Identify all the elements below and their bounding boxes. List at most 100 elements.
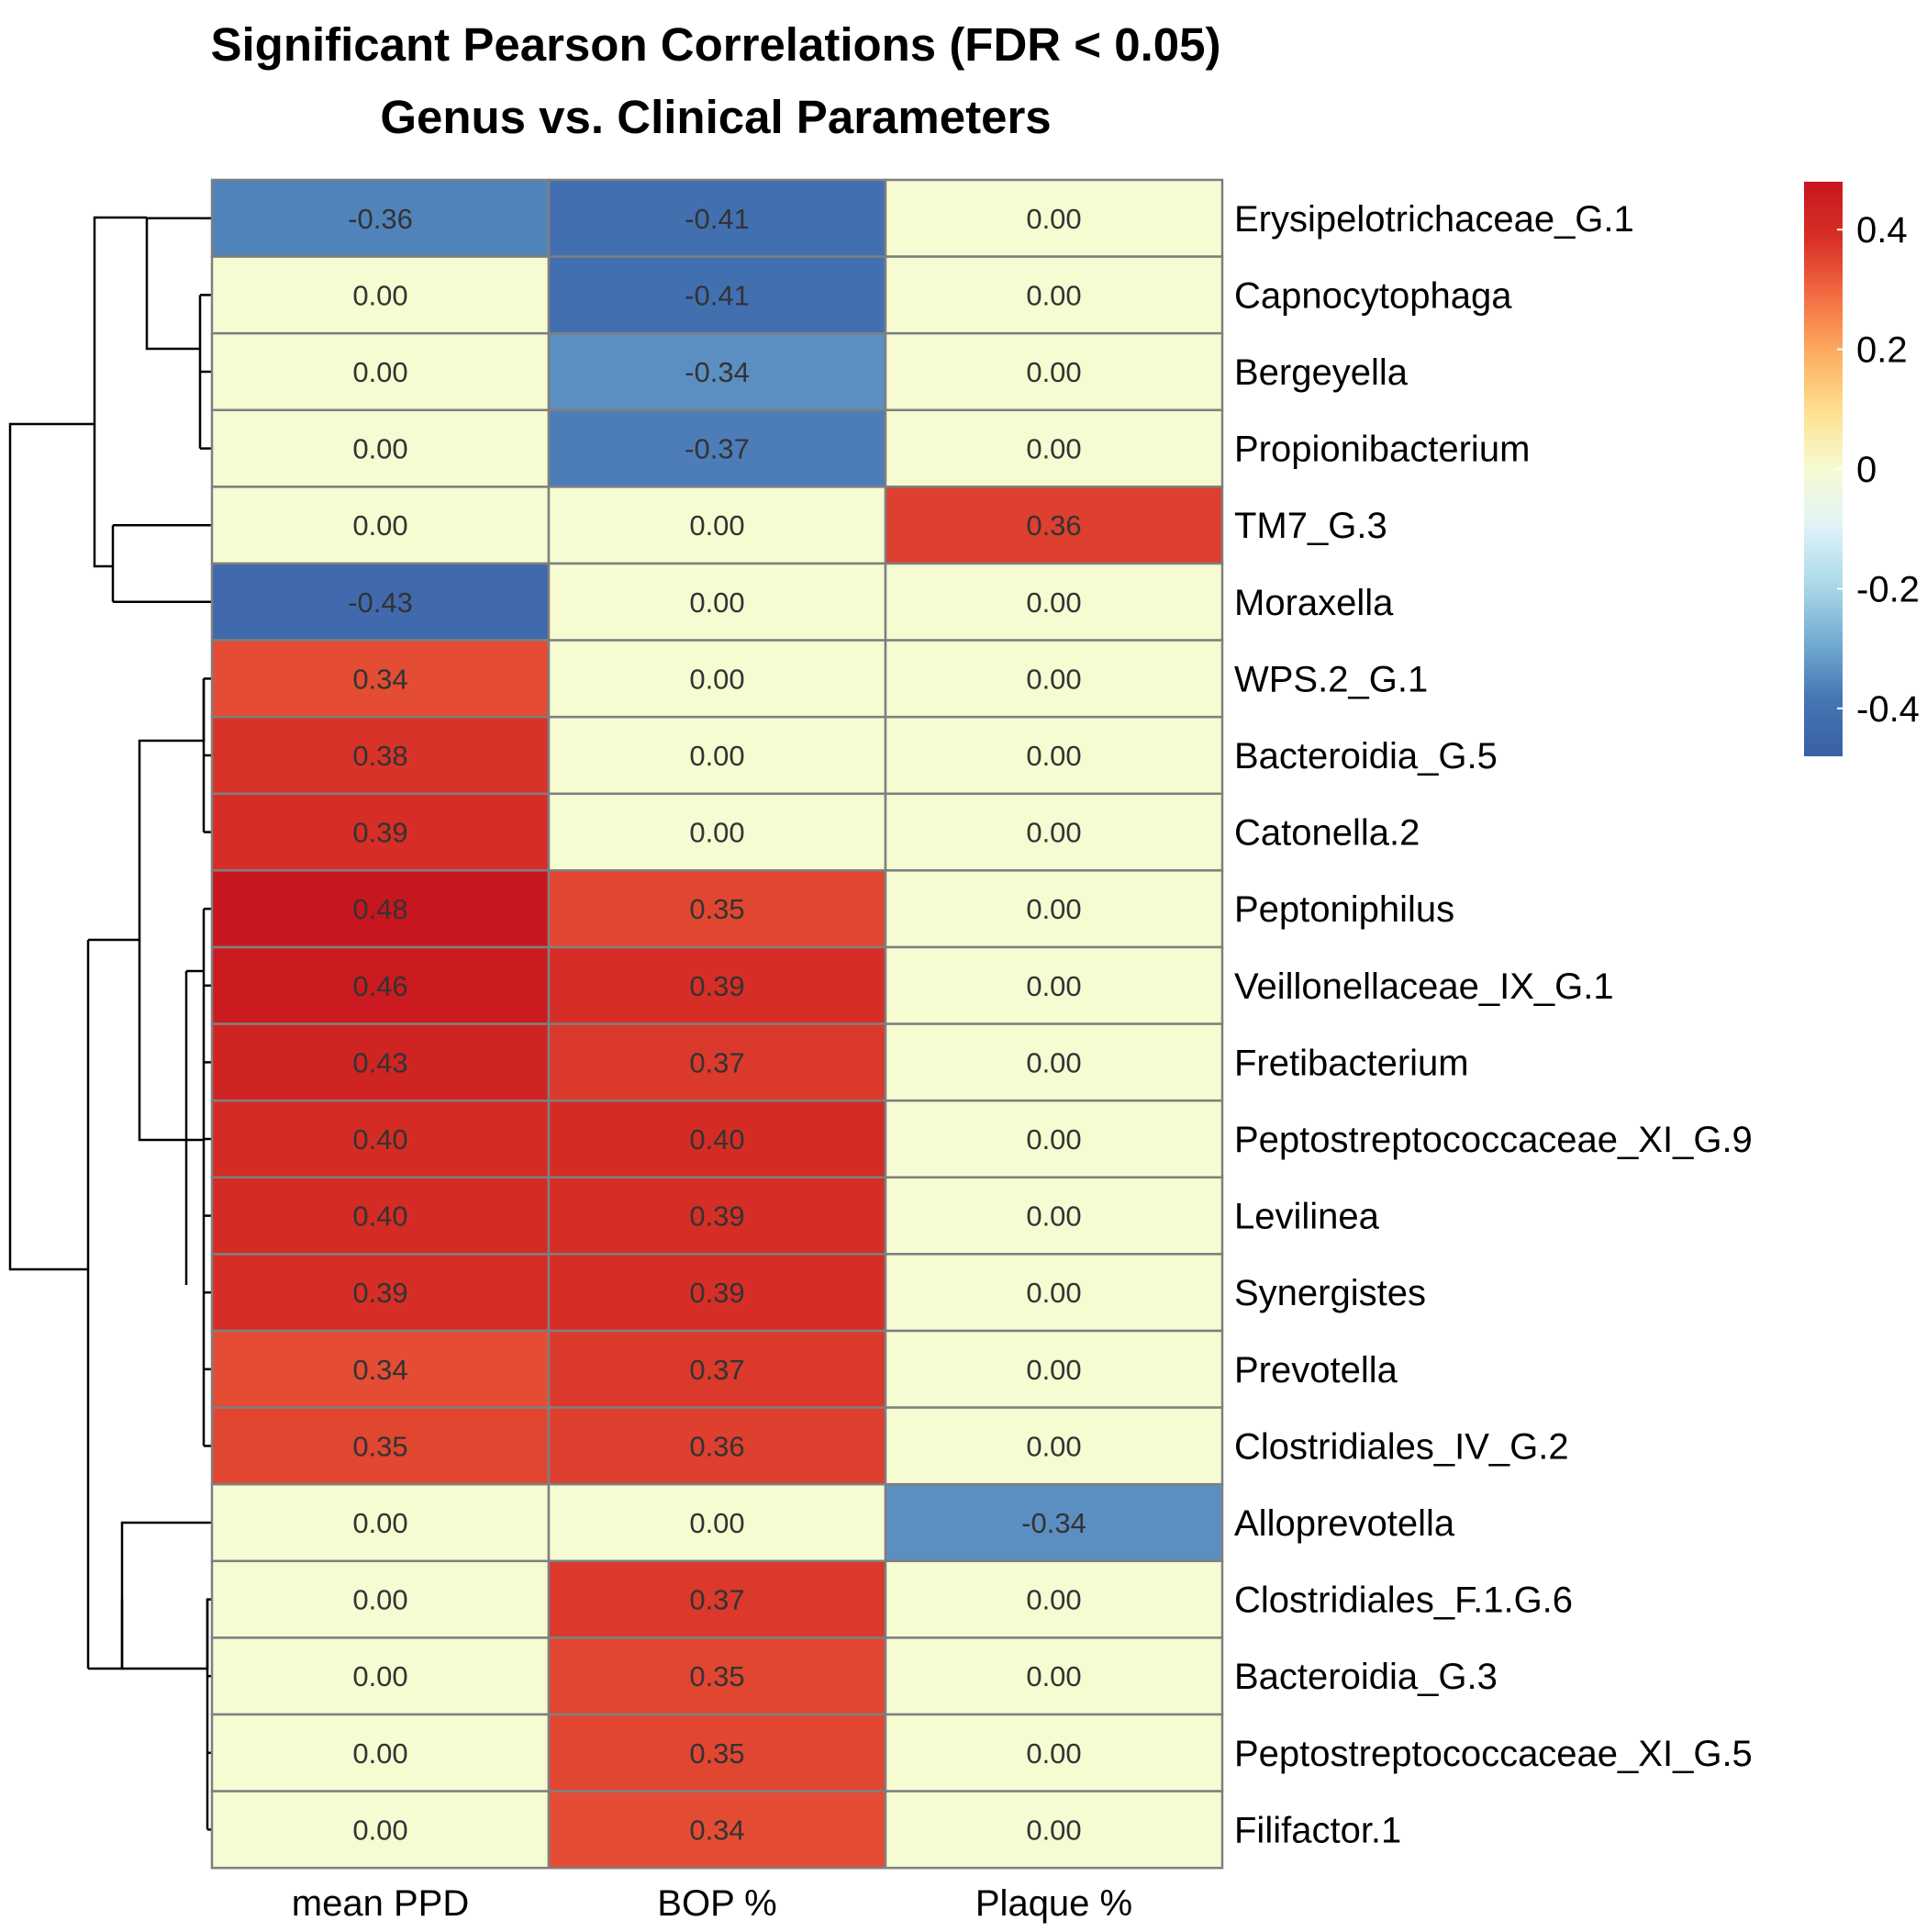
row-label: Erysipelotrichaceae_G.1 [1234,199,1634,240]
row-label: WPS.2_G.1 [1234,659,1428,699]
row-label: Bacteroidia_G.3 [1234,1657,1498,1697]
row-label: Levilinea [1234,1197,1380,1237]
cell-value-label: 0.00 [1026,970,1081,1002]
heatmap-cell [210,792,551,872]
heatmap-cell [547,1713,887,1792]
cell-value-label: 0.34 [352,1354,407,1386]
cell-value-label: 0.37 [689,1046,744,1078]
cell-value-label: 0.00 [1026,740,1081,772]
cell-value-label: 0.35 [689,1660,744,1692]
cell-value-label: 0.00 [1026,356,1081,388]
chart-subtitle: Genus vs. Clinical Parameters [380,91,1051,143]
cell-value-label: 0.35 [352,1430,407,1462]
row-label: Peptostreptococcaceae_XI_G.9 [1234,1120,1753,1160]
heatmap-cell [547,1636,887,1716]
row-label: Alloprevotella [1234,1503,1455,1544]
cell-value-label: 0.00 [352,1737,407,1770]
cell-value-label: 0.35 [689,1737,744,1770]
heatmap-cell [884,408,1224,488]
heatmap-cell [547,1176,887,1256]
heatmap-cell [884,1559,1224,1639]
cell-value-label: -0.37 [685,433,750,465]
row-label: Peptostreptococcaceae_XI_G.5 [1234,1734,1753,1774]
row-label: Peptoniphilus [1234,889,1454,930]
cell-value-label: 0.43 [352,1046,407,1078]
row-label: Veillonellaceae_IX_G.1 [1234,966,1614,1007]
chart-title: Significant Pearson Correlations (FDR < … [210,18,1220,71]
heatmap-cell [884,1329,1224,1409]
dendrogram-branch [88,678,206,942]
cell-value-label: 0.00 [352,1814,407,1846]
column-label: Plaque % [975,1883,1132,1924]
heatmap-cell [210,1406,551,1486]
heatmap-cell [210,331,551,412]
dendrogram-branch [145,217,200,351]
heatmap-cell [547,945,887,1025]
cell-value-label: 0.39 [689,1201,744,1233]
legend-tick-label: -0.2 [1856,569,1920,609]
cell-value-label: 0.00 [1026,1201,1081,1233]
legend-tick-label: 0.2 [1856,330,1908,371]
cell-value-label: -0.36 [348,203,413,235]
cell-value-label: 0.00 [1026,1814,1081,1846]
cell-value-label: 0.00 [1026,1737,1081,1770]
heatmap-cell [210,1176,551,1256]
cell-value-label: -0.43 [348,586,413,619]
heatmap-cell [547,1022,887,1102]
heatmap-cell [884,1176,1224,1256]
cell-value-label: 0.00 [352,356,407,388]
cell-value-label: -0.41 [685,203,750,235]
cell-value-label: 0.00 [1026,1430,1081,1462]
cell-value-label: 0.39 [352,1277,407,1309]
cell-value-label: 0.00 [1026,1584,1081,1616]
cell-value-label: 0.00 [352,1660,407,1692]
heatmap-cell [547,1790,887,1870]
row-label: Capnocytophaga [1234,275,1512,316]
cell-value-label: 0.00 [1026,893,1081,925]
cell-value-label: 0.00 [1026,203,1081,235]
heatmap-cell [210,562,551,642]
heatmap-cell [884,1482,1224,1563]
heatmap-cell [884,945,1224,1025]
row-label: Moraxella [1234,583,1394,623]
heatmap-cell [884,331,1224,412]
row-dendrogram [8,216,212,1831]
heatmap-cell [884,869,1224,949]
heatmap-cell [884,178,1224,258]
heatmap-cell [884,1022,1224,1102]
row-label: Fretibacterium [1234,1043,1469,1083]
cell-value-label: 0.00 [352,433,407,465]
cell-value-label: 0.00 [1026,1660,1081,1692]
row-label: Clostridiales_IV_G.2 [1234,1426,1569,1467]
cell-value-label: 0.00 [352,279,407,311]
cell-value-label: 0.35 [689,893,744,925]
heatmap-cell [884,639,1224,719]
dendrogram-branch [8,422,95,1271]
row-label: Filifactor.1 [1234,1810,1401,1850]
row-label: Propionibacterium [1234,430,1530,470]
cell-value-label: 0.00 [1026,1046,1081,1078]
row-label: Synergistes [1234,1273,1426,1313]
heatmap-cell [210,486,551,565]
cell-value-label: 0.36 [689,1430,744,1462]
heatmap-cell [547,1099,887,1179]
legend-tick-label: 0.4 [1856,210,1908,251]
heatmap-cell [547,562,887,642]
cell-value-label: 0.00 [689,740,744,772]
cell-value-label: 0.37 [689,1354,744,1386]
heatmap-cell [547,1253,887,1333]
dendrogram-branch [122,1598,212,1670]
cell-value-label: 0.39 [352,817,407,849]
color-legend: 0.4 0.2 0 -0.2 -0.4 [1804,182,1920,756]
cell-value-label: 0.46 [352,970,407,1002]
cell-value-label: 0.00 [1026,1277,1081,1309]
heatmap-cell [547,178,887,258]
cell-value-label: -0.34 [685,356,750,388]
cell-value-label: 0.38 [352,740,407,772]
dendrogram-branch [93,216,147,568]
cell-value-label: 0.34 [689,1814,744,1846]
cell-value-label: 0.36 [1026,509,1081,542]
row-label: Bergeyella [1234,352,1409,393]
